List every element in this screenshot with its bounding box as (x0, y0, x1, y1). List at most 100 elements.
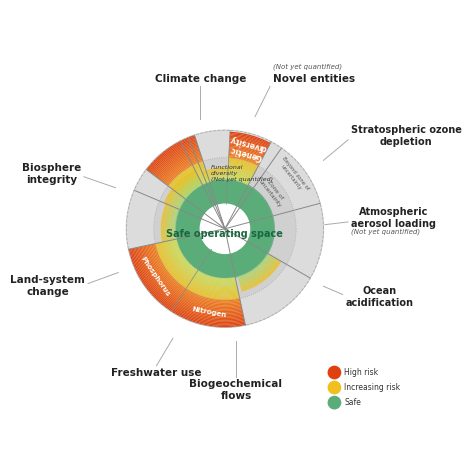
Polygon shape (168, 173, 197, 205)
Polygon shape (167, 206, 173, 241)
Polygon shape (165, 157, 202, 184)
Polygon shape (230, 136, 269, 147)
Circle shape (176, 180, 274, 278)
Polygon shape (153, 244, 240, 303)
Polygon shape (202, 169, 228, 174)
Circle shape (328, 382, 341, 394)
Polygon shape (134, 248, 244, 322)
Circle shape (328, 366, 341, 379)
Polygon shape (145, 246, 242, 311)
Polygon shape (176, 171, 206, 192)
Polygon shape (165, 241, 237, 290)
Polygon shape (149, 139, 196, 173)
Polygon shape (238, 254, 270, 279)
Polygon shape (229, 145, 264, 155)
Polygon shape (202, 168, 228, 173)
Polygon shape (228, 173, 251, 181)
Polygon shape (172, 208, 177, 240)
Polygon shape (176, 181, 201, 208)
Polygon shape (173, 209, 178, 239)
Polygon shape (178, 183, 202, 209)
Text: Biogeochemical
flows: Biogeochemical flows (190, 379, 283, 401)
Polygon shape (171, 164, 204, 189)
Polygon shape (229, 144, 265, 155)
Polygon shape (151, 140, 197, 173)
Polygon shape (146, 135, 195, 170)
Polygon shape (168, 161, 203, 187)
Polygon shape (171, 208, 176, 240)
Polygon shape (165, 205, 171, 241)
Polygon shape (229, 142, 265, 153)
Polygon shape (156, 147, 199, 178)
Polygon shape (205, 176, 228, 180)
Polygon shape (203, 171, 228, 176)
Polygon shape (239, 200, 259, 222)
Polygon shape (154, 158, 296, 300)
Polygon shape (170, 207, 175, 240)
Text: Atmospheric
aerosol loading: Atmospheric aerosol loading (351, 207, 436, 228)
Polygon shape (173, 179, 200, 207)
Polygon shape (149, 245, 241, 307)
Polygon shape (158, 243, 239, 297)
Text: Increasing risk: Increasing risk (344, 383, 400, 392)
Polygon shape (164, 205, 169, 242)
Polygon shape (173, 239, 236, 282)
Text: Climate change: Climate change (155, 73, 246, 84)
Polygon shape (159, 151, 200, 180)
Text: Safe: Safe (344, 398, 361, 407)
Polygon shape (228, 179, 248, 185)
Polygon shape (160, 242, 239, 296)
Polygon shape (172, 240, 237, 283)
Polygon shape (206, 178, 228, 182)
Polygon shape (166, 241, 237, 289)
Polygon shape (167, 160, 203, 186)
Polygon shape (228, 158, 258, 167)
Polygon shape (176, 182, 201, 209)
Polygon shape (177, 172, 207, 193)
Polygon shape (240, 257, 275, 285)
Polygon shape (229, 155, 260, 165)
Text: Ocean
acidification: Ocean acidification (346, 286, 413, 308)
Polygon shape (170, 240, 237, 284)
Polygon shape (151, 244, 241, 304)
Polygon shape (229, 151, 261, 161)
Polygon shape (229, 150, 262, 160)
Text: Safe operating space: Safe operating space (166, 229, 283, 239)
Polygon shape (241, 261, 281, 291)
Polygon shape (169, 175, 198, 206)
Polygon shape (206, 178, 228, 182)
Polygon shape (239, 256, 273, 282)
Polygon shape (127, 130, 323, 328)
Polygon shape (172, 165, 205, 189)
Polygon shape (182, 178, 209, 197)
Polygon shape (228, 174, 251, 182)
Polygon shape (238, 255, 271, 280)
Text: (Not yet quantified): (Not yet quantified) (273, 64, 342, 70)
Text: Land-system
change: Land-system change (10, 275, 85, 297)
Polygon shape (169, 240, 237, 286)
Polygon shape (228, 163, 256, 172)
Polygon shape (228, 166, 254, 174)
Polygon shape (239, 255, 272, 281)
Polygon shape (230, 133, 270, 145)
Polygon shape (228, 167, 254, 175)
Polygon shape (154, 144, 198, 176)
Polygon shape (228, 159, 258, 168)
Polygon shape (169, 162, 204, 187)
Polygon shape (229, 147, 263, 158)
Polygon shape (156, 243, 239, 299)
Polygon shape (176, 239, 236, 279)
Polygon shape (173, 209, 177, 240)
Polygon shape (228, 172, 252, 180)
Polygon shape (162, 204, 167, 242)
Polygon shape (139, 246, 243, 316)
Polygon shape (241, 260, 279, 289)
Polygon shape (164, 170, 195, 203)
Polygon shape (203, 172, 228, 176)
Polygon shape (175, 180, 201, 208)
Polygon shape (164, 171, 196, 203)
Text: Novel entities: Novel entities (273, 73, 355, 84)
Polygon shape (150, 245, 241, 305)
Polygon shape (174, 168, 206, 191)
Polygon shape (135, 247, 244, 320)
